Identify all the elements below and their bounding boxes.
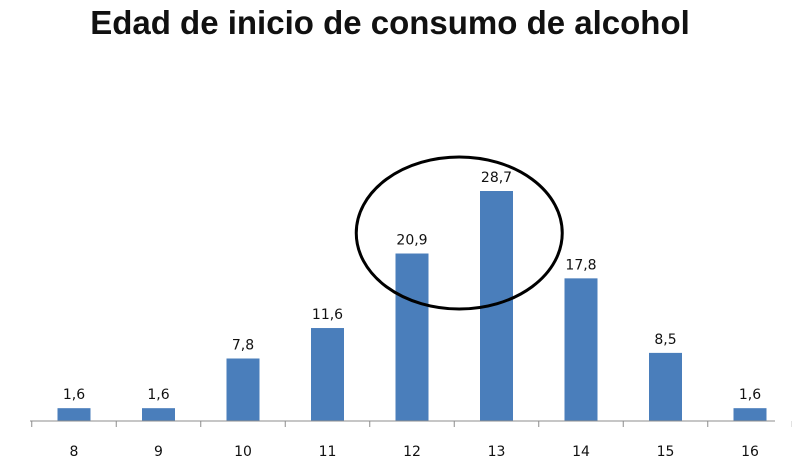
chart-title: Edad de inicio de consumo de alcohol [90, 4, 690, 41]
x-tick-label-9: 9 [154, 444, 163, 460]
data-label-11: 11,6 [312, 307, 343, 323]
x-tick-label-13: 13 [488, 444, 506, 460]
data-label-14: 17,8 [565, 257, 596, 273]
x-tick-label-10: 10 [234, 444, 252, 460]
bar-16 [733, 408, 767, 421]
bar-11 [311, 328, 344, 421]
data-label-10: 7,8 [232, 337, 254, 353]
data-label-12: 20,9 [396, 233, 427, 249]
bar-10 [226, 358, 260, 421]
x-tick-label-15: 15 [657, 444, 675, 460]
data-label-13: 28,7 [481, 170, 512, 186]
x-tick-label-11: 11 [319, 444, 337, 460]
x-tick-label-14: 14 [572, 444, 590, 460]
x-tick-label-16: 16 [741, 444, 759, 460]
data-label-9: 1,6 [147, 387, 169, 403]
data-label-16: 1,6 [739, 387, 761, 403]
bar-12 [395, 253, 429, 421]
bar-15 [649, 352, 682, 421]
x-tick-label-12: 12 [403, 444, 421, 460]
data-label-15: 8,5 [654, 332, 676, 348]
bar-14 [564, 278, 598, 421]
x-tick-label-8: 8 [70, 444, 79, 460]
bar-8 [57, 408, 91, 421]
highlight-circle [354, 155, 564, 311]
data-label-8: 1,6 [63, 387, 85, 403]
bar-9 [142, 408, 175, 421]
